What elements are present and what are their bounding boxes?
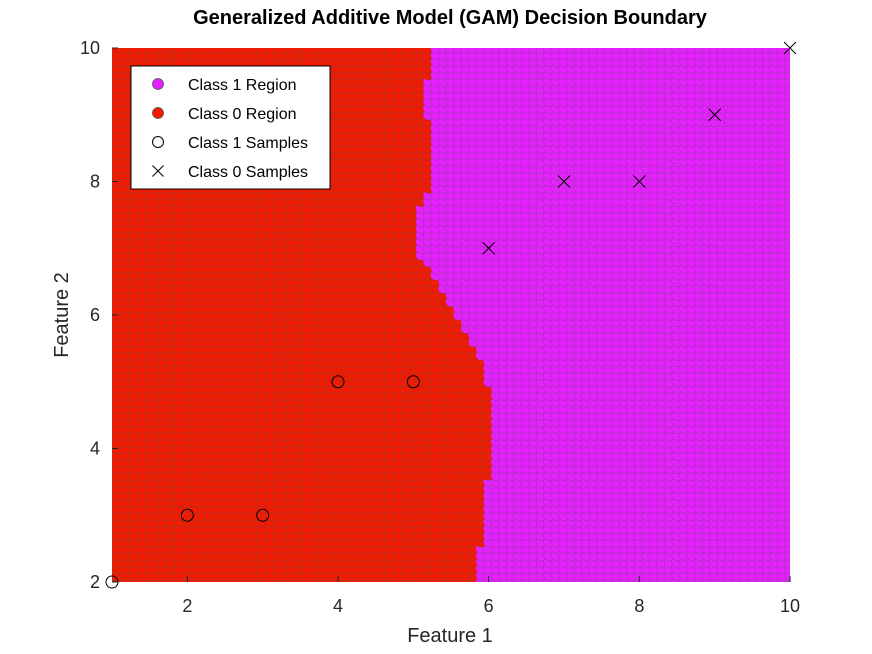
chart-title: Generalized Additive Model (GAM) Decisio… bbox=[193, 7, 708, 29]
